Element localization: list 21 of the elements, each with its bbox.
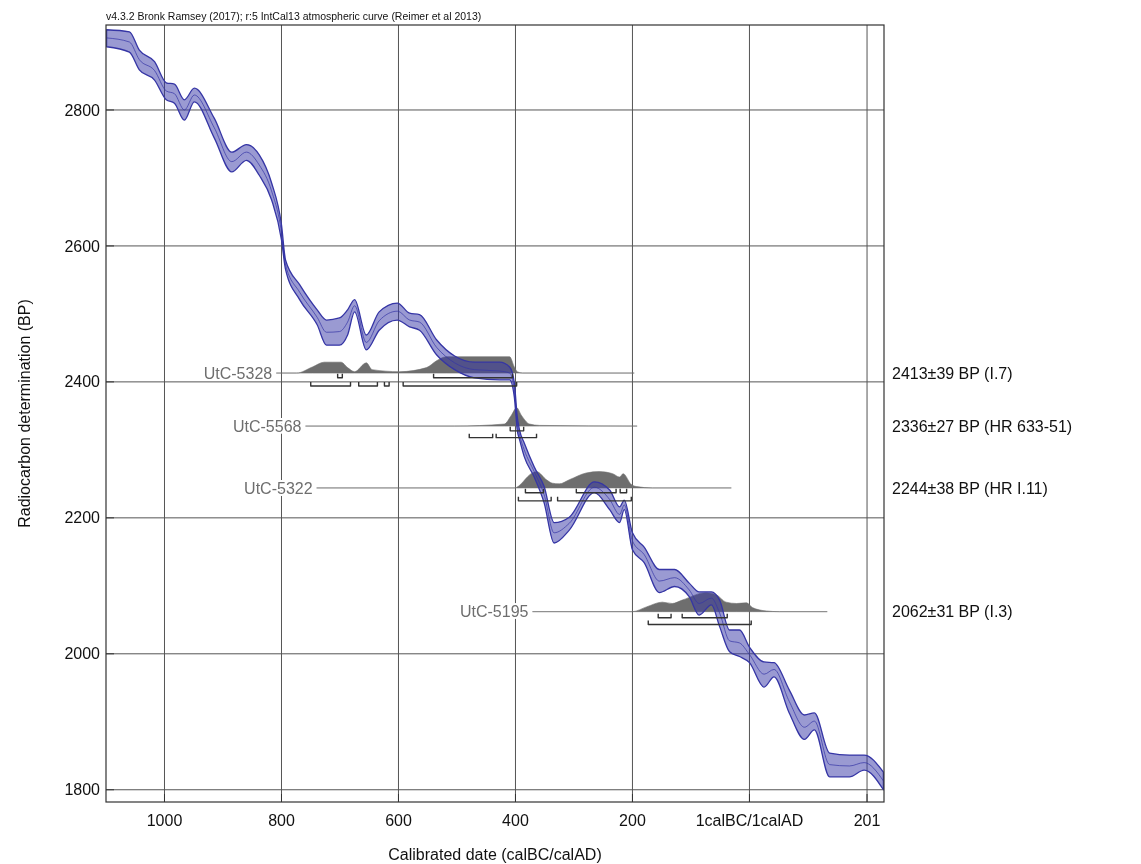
x-tick-label: 201	[853, 812, 881, 829]
x-axis-title: Calibrated date (calBC/calAD)	[388, 846, 602, 863]
x-tick-label: 1calBC/1calAD	[695, 812, 804, 829]
text: 2244±38 BP (HR I.11)	[892, 479, 1048, 497]
y-tick-label: 2600	[64, 237, 101, 255]
text: 2062±31 BP (I.3)	[892, 603, 1013, 621]
y-axis-title: Radiocarbon determination (BP)	[16, 299, 33, 528]
y-tick-label: 2200	[64, 509, 101, 527]
x-tick-label: 800	[268, 812, 295, 829]
y-tick-label: 2400	[64, 373, 101, 391]
x-tick-label: 200	[619, 812, 646, 829]
x-tick-label: 400	[502, 812, 529, 829]
text: 2336±27 BP (HR 633-51)	[892, 417, 1073, 435]
x-tick-label: 1000	[146, 812, 183, 829]
text: v4.3.2 Bronk Ramsey (2017); r:5 IntCal13 atmospheric curve (Reimer et al 2013)	[106, 10, 482, 22]
y-tick-label: 2000	[64, 645, 101, 663]
y-tick-label: 2800	[64, 101, 101, 119]
series-label: UtC-5328	[203, 364, 273, 382]
y-tick-label: 1800	[64, 781, 101, 799]
x-tick-label: 600	[385, 812, 412, 829]
text: 2413±39 BP (I.7)	[892, 364, 1013, 382]
